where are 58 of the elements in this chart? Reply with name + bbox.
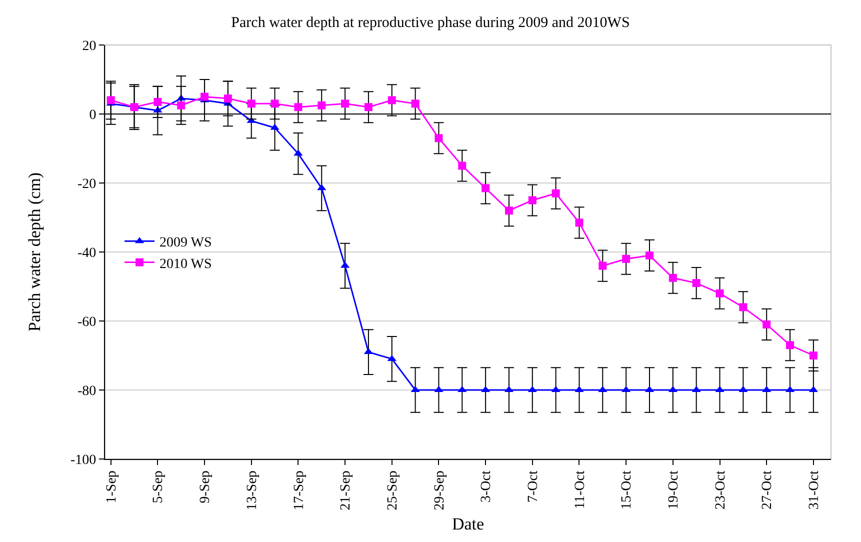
y-tick-label: -100	[70, 452, 96, 468]
point	[668, 274, 677, 282]
point	[786, 341, 794, 350]
x-tick-label: 27-Oct	[760, 470, 776, 510]
point	[318, 101, 326, 110]
point	[341, 100, 350, 108]
point	[598, 262, 607, 270]
point	[106, 96, 115, 104]
point	[411, 100, 420, 108]
x-tick-label: 21-Sep	[338, 470, 354, 510]
y-tick-label: -40	[78, 246, 96, 261]
x-axis-title: Date	[452, 514, 484, 534]
y-axis-title: Parch water depth (cm)	[25, 172, 44, 332]
point	[177, 101, 186, 110]
point	[762, 320, 771, 328]
point	[504, 206, 513, 215]
x-tick-label: 7-Oct	[526, 470, 541, 502]
legend-label: 2010 WS	[160, 256, 212, 272]
point	[528, 196, 536, 204]
point	[458, 162, 466, 170]
point	[646, 251, 654, 260]
point	[224, 94, 232, 102]
point	[716, 289, 724, 298]
y-tick-label: 0	[89, 108, 96, 123]
x-tick-label: 15-Oct	[620, 470, 635, 510]
point	[482, 184, 490, 192]
x-tick-label: 9-Sep	[198, 470, 214, 504]
legend-label: 2009 WS	[160, 236, 212, 251]
x-tick-label: 11-Oct	[572, 470, 588, 509]
x-tick-label: 3-Oct	[479, 470, 494, 502]
point	[154, 98, 162, 106]
point	[200, 92, 209, 101]
x-tick-label: 13-Sep	[244, 470, 260, 510]
point	[434, 134, 443, 142]
y-tick-label: -80	[78, 384, 96, 399]
x-tick-label: 23-Oct	[713, 470, 728, 510]
point	[294, 103, 302, 112]
point	[575, 218, 584, 227]
point	[692, 279, 700, 288]
point	[364, 103, 372, 112]
y-tick-label: 20	[82, 38, 96, 54]
chart-title: Parch water depth at reproductive phase during 2009 and 2010WS	[231, 14, 630, 31]
point	[552, 189, 560, 198]
y-tick-label: -20	[78, 176, 96, 192]
point	[809, 352, 818, 360]
point	[388, 96, 396, 104]
x-tick-label: 29-Sep	[432, 470, 448, 510]
point	[622, 254, 630, 263]
x-tick-label: 5-Sep	[151, 470, 166, 504]
x-tick-label: 1-Sep	[104, 470, 120, 504]
x-tick-label: 17-Sep	[292, 470, 307, 510]
point	[739, 303, 748, 312]
x-tick-label: 31-Oct	[806, 470, 822, 510]
x-tick-label: 19-Oct	[666, 470, 682, 510]
point	[270, 100, 279, 108]
y-tick-label: -60	[78, 314, 96, 330]
x-tick-label: 25-Sep	[385, 470, 400, 510]
point	[247, 100, 256, 108]
